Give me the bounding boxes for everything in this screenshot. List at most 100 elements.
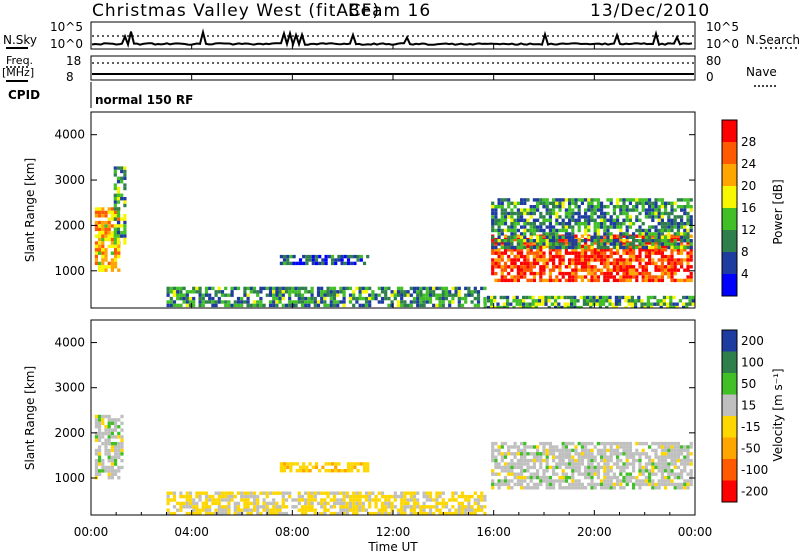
heatmap-cell (310, 293, 314, 297)
heatmap-cell (673, 239, 677, 243)
heatmap-cell (584, 228, 588, 233)
heatmap-cell (568, 205, 572, 209)
heatmap-cell (675, 305, 679, 308)
heatmap-cell (169, 286, 173, 291)
heatmap-cell (117, 425, 121, 429)
heatmap-cell (311, 261, 315, 266)
colorbar-segment (722, 208, 737, 231)
heatmap-cell (422, 296, 426, 301)
heatmap-cell (657, 235, 661, 239)
heatmap-cell (689, 248, 693, 252)
heatmap-cell (491, 486, 495, 490)
heatmap-cell (362, 261, 367, 266)
heatmap-cell (448, 508, 452, 512)
heatmap-cell (343, 469, 347, 473)
heatmap-cell (532, 211, 536, 216)
heatmap-cell (507, 265, 511, 269)
heatmap-cell (563, 305, 567, 308)
heatmap-cell (393, 290, 397, 294)
heatmap-cell (98, 455, 102, 459)
heatmap-cell (503, 452, 508, 456)
heatmap-cell (638, 458, 642, 463)
heatmap-cell (390, 290, 394, 294)
heatmap-cell (676, 278, 680, 283)
heatmap-cell (539, 198, 543, 202)
heatmap-cell (419, 508, 423, 512)
heatmap-cell (491, 458, 495, 463)
heatmap-cell (246, 505, 250, 509)
heatmap-cell (523, 201, 527, 205)
heatmap-cell (606, 235, 610, 239)
heatmap-cell (632, 462, 636, 466)
heatmap-cell (532, 261, 536, 266)
heatmap-cell (641, 208, 645, 212)
heatmap-cell (625, 452, 629, 456)
heatmap-cell (526, 218, 530, 222)
heatmap-cell (227, 293, 231, 297)
heatmap-cell (564, 472, 568, 476)
heatmap-cell (593, 486, 597, 490)
heatmap-cell (523, 254, 527, 259)
heatmap-cell (438, 293, 442, 297)
heatmap-cell (545, 452, 549, 456)
heatmap-cell (374, 494, 378, 499)
heatmap-cell (113, 217, 117, 221)
heatmap-cell (587, 265, 591, 269)
heatmap-cell (279, 261, 283, 266)
heatmap-cell (278, 290, 282, 294)
heatmap-cell (304, 296, 308, 301)
heatmap-cell (448, 293, 452, 297)
heatmap-cell (644, 465, 648, 470)
heatmap-cell (346, 258, 351, 262)
heatmap-cell (606, 458, 610, 463)
heatmap-cell (628, 244, 632, 249)
heatmap-cell (310, 290, 314, 294)
heatmap-cell (252, 508, 257, 512)
heatmap-cell (460, 303, 465, 308)
heatmap-cell (622, 486, 626, 490)
heatmap-cell (612, 265, 616, 269)
heatmap-cell (336, 498, 340, 502)
heatmap-cell (545, 465, 549, 470)
heatmap-cell (214, 303, 218, 308)
heatmap-cell (622, 265, 626, 269)
heatmap-cell (619, 225, 623, 229)
heatmap-cell (571, 218, 575, 222)
heatmap-cell (123, 176, 127, 180)
heatmap-cell (584, 239, 588, 243)
heatmap-cell (548, 215, 552, 219)
heatmap-cell (110, 418, 114, 422)
station-title: Christmas Valley West (fitACF) (92, 1, 380, 21)
heatmap-cell (654, 228, 658, 233)
heatmap-cell (568, 465, 572, 470)
heatmap-cell (208, 508, 212, 512)
heatmap-cell (596, 452, 600, 456)
heatmap-cell (364, 300, 369, 304)
heatmap-cell (531, 305, 535, 308)
heatmap-cell (571, 462, 575, 466)
heatmap-cell (571, 235, 575, 239)
heatmap-cell (669, 295, 673, 300)
heatmap-cell (555, 215, 559, 219)
heatmap-cell (577, 242, 581, 246)
heatmap-cell (224, 293, 228, 297)
heatmap-cell (520, 441, 524, 446)
heatmap-cell (313, 303, 317, 308)
heatmap-cell (667, 222, 671, 226)
heatmap-cell (523, 455, 527, 459)
heatmap-cell (107, 452, 111, 456)
heatmap-cell (188, 505, 193, 509)
heatmap-cell (188, 303, 193, 308)
heatmap-cell (172, 290, 177, 294)
heatmap-cell (425, 491, 429, 495)
heatmap-cell (491, 208, 495, 212)
heatmap-cell (673, 261, 677, 266)
heatmap-cell (491, 441, 495, 446)
heatmap-cell (94, 261, 98, 266)
heatmap-cell (686, 458, 690, 463)
heatmap-cell (523, 486, 527, 490)
heatmap-cell (619, 472, 623, 476)
heatmap-cell (516, 275, 520, 279)
heatmap-cell (510, 201, 514, 205)
heatmap-cell (298, 261, 303, 266)
